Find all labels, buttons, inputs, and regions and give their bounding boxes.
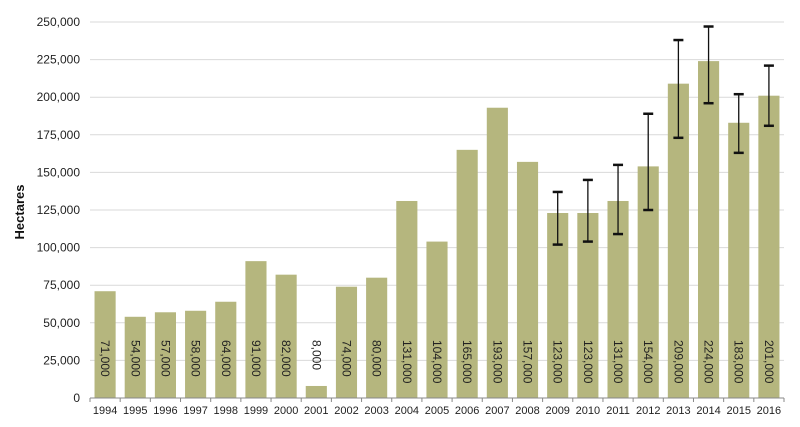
bar-2015 — [728, 122, 750, 398]
y-axis-label: Hectares — [12, 185, 27, 240]
x-tick-label: 2010 — [576, 405, 600, 417]
data-label: 123,000 — [551, 340, 565, 384]
data-label: 80,000 — [370, 340, 384, 377]
data-label: 157,000 — [521, 340, 535, 384]
data-labels: 71,000 54,000 57,000 58,000 64,000 91,000 82,0… — [98, 340, 776, 384]
x-tick-label: 2006 — [455, 405, 479, 417]
y-tick-label: 150,000 — [37, 165, 81, 179]
bar-2002 — [335, 286, 358, 398]
bar-2003 — [366, 277, 388, 398]
x-tick-label: 2014 — [696, 405, 720, 417]
bar-1999 — [245, 261, 267, 398]
y-tick-label: 250,000 — [37, 15, 81, 29]
data-label: 104,000 — [430, 340, 444, 384]
bar-2006 — [456, 149, 478, 398]
data-label: 8,000 — [309, 340, 323, 370]
x-axis: 1994 1995 1996 1997 1998 1999 2000 2001 2002 2003… — [89, 397, 785, 417]
bar-2007 — [486, 107, 508, 398]
y-tick-label: 50,000 — [43, 316, 80, 330]
y-axis-ticks: 0 25,000 50,000 75,000 100,000 125,000 150,000… — [37, 15, 81, 405]
y-tick-label: 75,000 — [43, 278, 80, 292]
x-tick-label: 2009 — [545, 405, 569, 417]
x-tick-label: 1994 — [93, 405, 117, 417]
bar-1998 — [215, 301, 237, 398]
data-label: 58,000 — [189, 340, 203, 377]
x-tick-label: 2005 — [425, 405, 449, 417]
bar-2000 — [275, 274, 297, 398]
bars — [94, 61, 780, 399]
data-label: 54,000 — [128, 340, 142, 377]
bar-2014 — [698, 61, 720, 398]
data-label: 201,000 — [762, 340, 776, 384]
y-tick-label: 0 — [73, 391, 80, 405]
data-label: 131,000 — [400, 340, 414, 384]
bar-2012 — [637, 166, 659, 398]
x-tick-label: 1996 — [153, 405, 177, 417]
bar-2016 — [758, 95, 780, 399]
bar-2008 — [516, 161, 539, 398]
x-tick-label: 1999 — [244, 405, 268, 417]
bar-1994 — [94, 291, 116, 398]
y-tick-label: 100,000 — [37, 241, 81, 255]
x-tick-label: 1997 — [183, 405, 207, 417]
bar-2004 — [396, 200, 418, 398]
x-tick-label: 2004 — [395, 405, 419, 417]
data-label: 74,000 — [339, 340, 353, 377]
x-tick-label: 2003 — [364, 405, 388, 417]
bar-2010 — [577, 213, 599, 398]
bar-1997 — [185, 310, 207, 398]
x-tick-label: 1998 — [214, 405, 238, 417]
data-label: 131,000 — [611, 340, 625, 384]
data-label: 165,000 — [460, 340, 474, 384]
x-tick-label: 2013 — [666, 405, 690, 417]
data-label: 224,000 — [702, 340, 716, 384]
y-tick-label: 125,000 — [37, 203, 81, 217]
y-tick-label: 200,000 — [37, 90, 81, 104]
bar-1996 — [154, 312, 176, 398]
bar-2009 — [547, 213, 569, 398]
data-label: 71,000 — [98, 340, 112, 377]
bar-2013 — [667, 83, 689, 398]
data-label: 154,000 — [641, 340, 655, 384]
y-tick-label: 225,000 — [37, 53, 81, 67]
x-tick-label: 2012 — [636, 405, 660, 417]
bar-1995 — [124, 316, 146, 398]
data-label: 57,000 — [158, 340, 172, 377]
bar-2001 — [305, 385, 327, 398]
x-tick-label: 1995 — [123, 405, 147, 417]
x-tick-label: 2016 — [757, 405, 781, 417]
y-tick-label: 25,000 — [43, 353, 80, 367]
data-label: 193,000 — [490, 340, 504, 384]
error-bars — [552, 25, 774, 246]
data-label: 123,000 — [581, 340, 595, 384]
data-label: 82,000 — [279, 340, 293, 377]
bar-2005 — [426, 241, 448, 398]
x-tick-label: 2015 — [726, 405, 750, 417]
x-tick-label: 2000 — [274, 405, 298, 417]
x-tick-label: 2007 — [485, 405, 509, 417]
x-tick-label: 2008 — [515, 405, 539, 417]
data-label: 209,000 — [671, 340, 685, 384]
data-label: 183,000 — [732, 340, 746, 384]
bar-2011 — [607, 200, 629, 398]
x-tick-label: 2002 — [334, 405, 358, 417]
data-label: 91,000 — [249, 340, 263, 377]
x-tick-label: 2011 — [606, 405, 630, 417]
y-tick-label: 175,000 — [37, 128, 81, 142]
data-label: 64,000 — [219, 340, 233, 377]
x-tick-label: 2001 — [304, 405, 328, 417]
